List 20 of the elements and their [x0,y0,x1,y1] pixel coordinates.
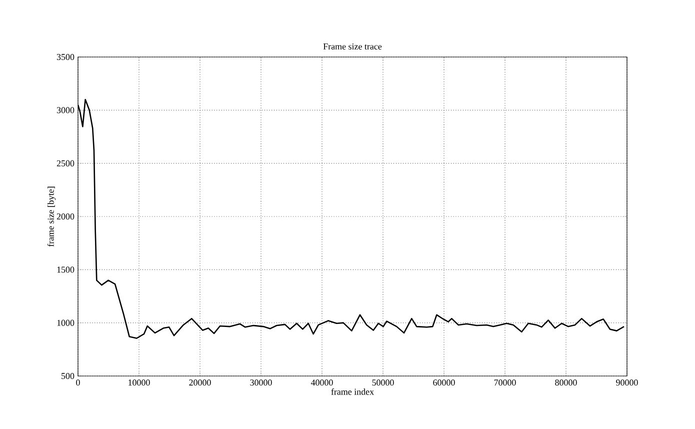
x-tick-label: 30000 [250,380,272,386]
y-tick-label: 1000 [57,320,74,326]
y-tick-label: 2500 [56,160,74,166]
y-tick-label: 500 [62,372,74,380]
y-tick-label: 2000 [56,213,74,220]
x-axis-title: frame index [331,388,374,395]
x-tick-label: 90000 [616,380,638,386]
x-tick-label: 20000 [189,380,211,386]
x-tick-label: 80000 [555,380,577,386]
x-tick-label: 50000 [372,380,394,386]
x-tick-label: 10000 [128,380,150,386]
x-tick-label: 40000 [310,380,333,386]
y-axis-title: frame size [byte] [47,186,56,247]
x-tick-label: 70000 [494,380,516,386]
x-tick-label: 0 [76,380,80,386]
chart-title: Frame size trace [323,43,382,50]
y-tick-label: 1500 [57,266,74,273]
y-tick-label: 3500 [56,54,74,60]
x-tick-label: 60000 [433,380,455,386]
y-tick-label: 3000 [56,107,74,114]
